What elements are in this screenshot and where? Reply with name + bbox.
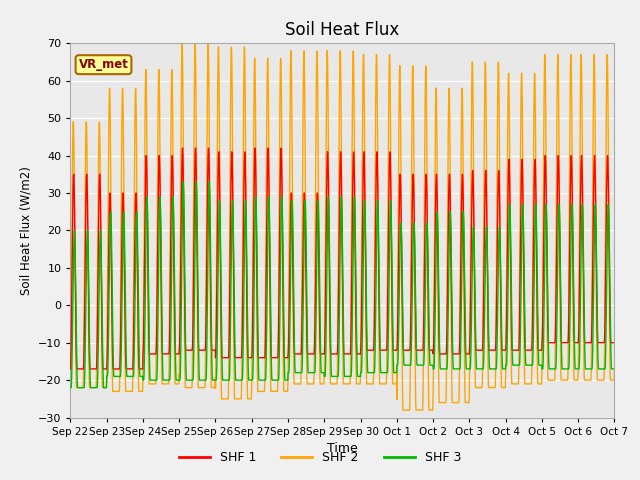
SHF 3 xyxy=(323,332,330,337)
SHF 1 xyxy=(435,275,442,281)
Y-axis label: Soil Heat Flux (W/m2): Soil Heat Flux (W/m2) xyxy=(19,166,32,295)
SHF 3 xyxy=(610,366,618,372)
SHF 3 xyxy=(435,247,442,252)
SHF 1 xyxy=(465,351,472,357)
SHF 2 xyxy=(611,368,618,373)
SHF 1 xyxy=(191,145,199,151)
X-axis label: Time: Time xyxy=(327,442,358,455)
SHF 1 xyxy=(611,340,618,346)
SHF 2 xyxy=(179,40,186,46)
SHF 1 xyxy=(610,340,618,346)
SHF 2 xyxy=(399,407,407,413)
Line: SHF 3: SHF 3 xyxy=(70,182,614,388)
SHF 2 xyxy=(610,377,618,383)
SHF 3 xyxy=(193,179,200,185)
SHF 3 xyxy=(67,385,74,391)
SHF 1 xyxy=(323,237,330,242)
SHF 2 xyxy=(164,381,172,387)
SHF 2 xyxy=(495,120,503,126)
SHF 1 xyxy=(164,351,172,357)
SHF 1 xyxy=(495,176,503,181)
SHF 2 xyxy=(323,137,330,143)
Line: SHF 2: SHF 2 xyxy=(70,43,614,410)
SHF 2 xyxy=(435,334,442,340)
SHF 3 xyxy=(495,227,503,232)
SHF 3 xyxy=(465,366,472,372)
Line: SHF 1: SHF 1 xyxy=(70,148,614,369)
Text: VR_met: VR_met xyxy=(79,58,129,71)
SHF 1 xyxy=(67,366,74,372)
SHF 2 xyxy=(67,377,74,383)
SHF 3 xyxy=(164,377,172,383)
SHF 2 xyxy=(465,400,472,406)
Title: Soil Heat Flux: Soil Heat Flux xyxy=(285,21,399,39)
Legend: SHF 1, SHF 2, SHF 3: SHF 1, SHF 2, SHF 3 xyxy=(173,446,467,469)
SHF 3 xyxy=(611,366,618,372)
